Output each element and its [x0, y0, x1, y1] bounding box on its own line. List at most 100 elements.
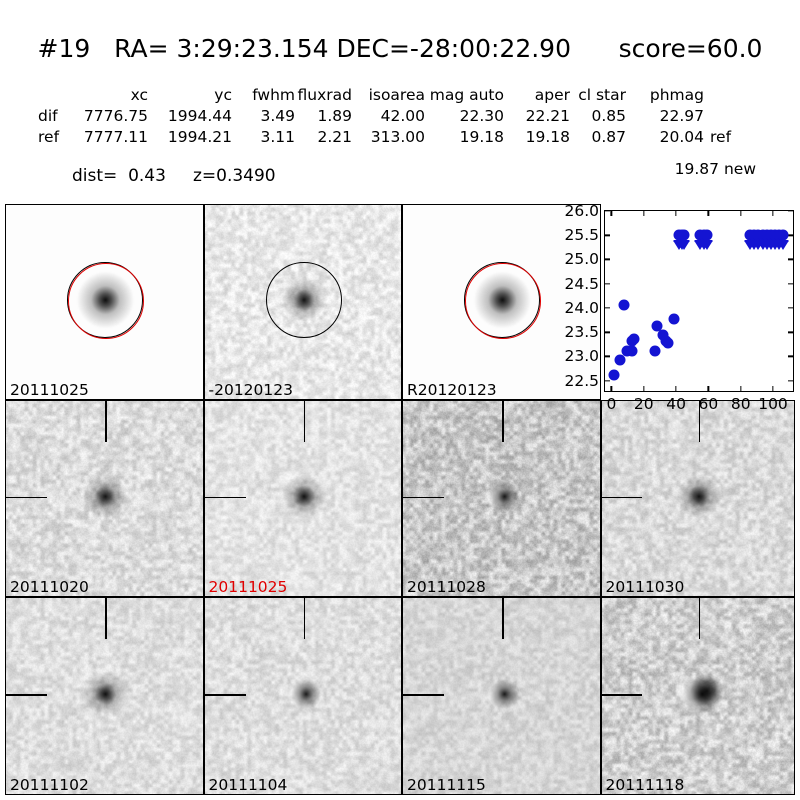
table-header-fluxrad: fluxrad [297, 86, 352, 104]
y-axis-tick [788, 331, 793, 333]
stamp-panel-20111020[interactable]: 20111020 [5, 400, 204, 597]
x-axis-label: 100 [758, 395, 788, 413]
stamp-date-label: 20111025 [10, 381, 89, 399]
header: #19 RA= 3:29:23.154 DEC=-28:00:22.90 sco… [0, 0, 800, 198]
table-header-row: xc yc fwhm fluxrad isoarea mag auto aper cl sta… [0, 86, 800, 107]
y-axis-tick [788, 210, 793, 212]
stamp-panel-20111025[interactable]: 20111025 [203, 400, 402, 597]
stamp-image [204, 597, 401, 794]
data-point [608, 369, 620, 381]
y-axis-tick [605, 307, 610, 309]
stamp-panel-20111104[interactable]: 20111104 [203, 596, 402, 795]
stamp-panel-20111118[interactable]: 20111118 [600, 596, 795, 795]
table-cell-dif-cl-star: 0.85 [591, 107, 626, 125]
y-axis-tick [605, 380, 610, 382]
y-axis-tick [605, 283, 610, 285]
table-cell-ref-fwhm: 3.11 [260, 128, 295, 146]
table-cell-ref-cl-star: 0.87 [591, 128, 626, 146]
y-axis-label: 23.0 [564, 347, 599, 366]
crosshair-tick-horizontal [601, 694, 643, 696]
x-axis-tick [610, 386, 613, 391]
data-point [651, 320, 663, 332]
stamp-date-label: 20111028 [407, 577, 486, 596]
aperture-circle-black [265, 262, 342, 339]
stamp-image [6, 597, 203, 794]
table-row: dif 7776.75 1994.44 3.49 1.89 42.00 22.30 22.21… [0, 107, 800, 128]
stamp-image [601, 401, 794, 596]
crosshair-tick-vertical [105, 597, 107, 639]
upper-limit-bar [678, 240, 690, 243]
y-axis-tick [788, 380, 793, 382]
stamp-panel-20111102[interactable]: 20111102 [5, 596, 204, 795]
table-row-label-dif: dif [38, 107, 58, 125]
x-axis-tick [675, 211, 677, 216]
stamp-image [6, 401, 203, 596]
stamp-panel-20111028[interactable]: 20111028 [402, 400, 601, 597]
table-cell-ref-fluxrad: 2.21 [317, 128, 352, 146]
stamp-date-label: 20111030 [605, 577, 685, 596]
table-header-isoarea: isoarea [368, 86, 425, 104]
table-cell-dif-yc: 1994.44 [167, 107, 232, 125]
crosshair-tick-vertical [105, 401, 107, 442]
crosshair-tick-vertical [698, 597, 701, 639]
table-cell-dif-aper: 22.21 [525, 107, 570, 125]
new-phmag-suffix: new [719, 160, 756, 178]
stamp-panel-20111025[interactable]: 20111025 [5, 204, 204, 400]
data-point [649, 345, 661, 357]
y-axis-tick [788, 258, 793, 261]
crosshair-tick-horizontal [204, 694, 246, 696]
x-axis-tick [772, 211, 774, 216]
y-axis-tick [605, 355, 610, 358]
crosshair-tick-horizontal [6, 694, 48, 696]
stamp-date-label: 20111025 [208, 577, 288, 596]
y-axis-tick [788, 307, 793, 309]
upper-limit-arrow-icon [679, 242, 690, 251]
stamp-panel-20111115[interactable]: 20111115 [402, 596, 601, 795]
table-header-fwhm: fwhm [252, 86, 295, 104]
x-axis-tick [643, 211, 645, 216]
y-axis-label: 25.5 [564, 226, 599, 245]
table-cell-dif-fwhm: 3.49 [260, 107, 295, 125]
table-cell-dif-mag-auto: 22.30 [459, 107, 504, 125]
page-title: #19 RA= 3:29:23.154 DEC=-28:00:22.90 sco… [37, 34, 763, 63]
data-point [626, 345, 638, 357]
crosshair-tick-horizontal [6, 496, 48, 499]
stamp-panel-20111030[interactable]: 20111030 [600, 400, 795, 597]
stamp-grid: 20111025 -20120123 R20120123 20111020 201110… [5, 204, 795, 795]
y-axis-label: 26.0 [564, 202, 599, 220]
stamp-image [403, 401, 600, 596]
table-cell-dif-fluxrad: 1.89 [317, 107, 352, 125]
y-axis-tick [605, 210, 610, 212]
table-cell-ref-phmag: 20.04 [659, 128, 704, 146]
data-point [618, 299, 630, 311]
x-axis-tick [610, 211, 613, 216]
data-point [628, 333, 640, 345]
stamp-panel-20120123[interactable]: -20120123 [203, 204, 402, 400]
data-point [662, 337, 674, 349]
data-point [678, 229, 690, 241]
light-curve-plot-area: 22.5 23.0 23.5 24.0 24.5 25.0 25.5 26.0 0 20 40 60 8… [564, 202, 793, 413]
upper-limit-arrow-icon [777, 242, 788, 251]
y-axis-tick [605, 331, 610, 333]
light-curve-plot: 22.5 23.0 23.5 24.0 24.5 25.0 25.5 26.0 0 20 40 60 8… [564, 202, 794, 413]
stamp-date-label: 20111104 [208, 776, 288, 794]
crosshair-tick-vertical [698, 401, 701, 442]
table-header-cl-star: cl star [578, 86, 626, 104]
table-header-yc: yc [214, 86, 232, 104]
aperture-circle-red [465, 263, 542, 340]
crosshair-tick-horizontal [403, 496, 445, 499]
stamp-panel-R20120123[interactable]: R20120123 [402, 204, 601, 400]
y-axis-label: 23.5 [564, 323, 599, 342]
x-axis-tick [740, 211, 742, 216]
upper-limit-arrow-icon [701, 242, 712, 251]
x-axis-tick [707, 386, 710, 391]
stamp-date-label: 20111115 [407, 776, 486, 794]
dist-redshift-line: dist= 0.43 z=0.3490 [72, 166, 276, 186]
data-point [614, 354, 626, 366]
stamp-date-label: 20111020 [10, 577, 89, 596]
stamp-date-label: R20120123 [407, 381, 497, 399]
data-point [777, 229, 789, 241]
table-header-phmag: phmag [649, 86, 704, 104]
crosshair-tick-vertical [502, 597, 504, 639]
upper-limit-bar [777, 240, 789, 243]
